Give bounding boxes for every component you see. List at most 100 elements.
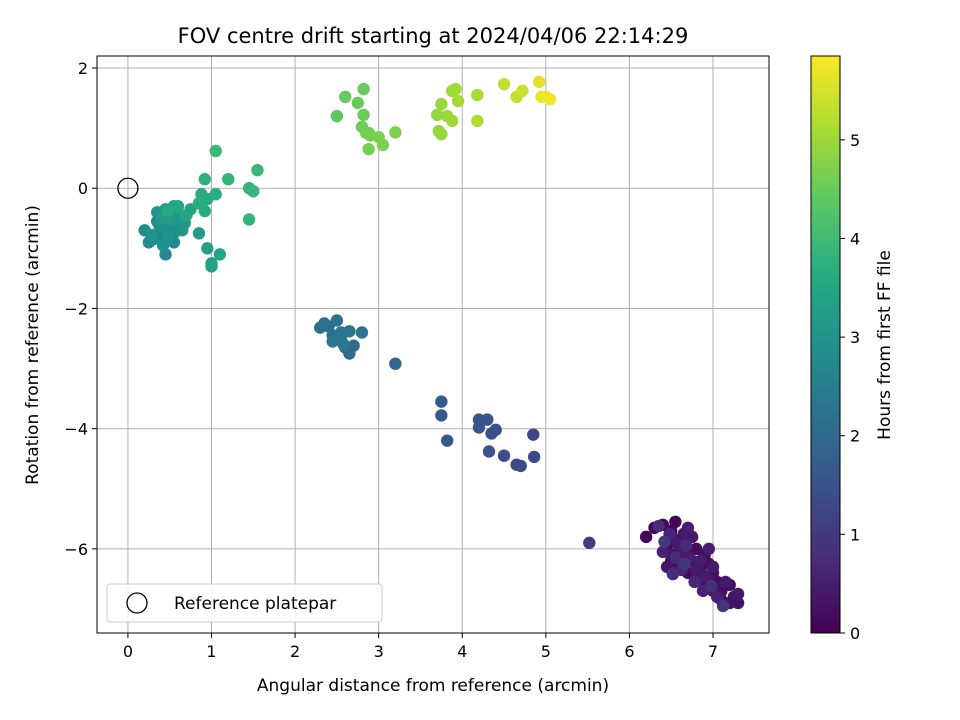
scatter-point [527, 450, 541, 464]
scatter-point [180, 209, 193, 222]
scatter-point [161, 204, 175, 218]
scatter-point [313, 321, 327, 334]
x-tick-label: 3 [374, 642, 384, 661]
scatter-point [326, 335, 339, 348]
scatter-point [497, 449, 511, 462]
scatter-point [681, 521, 695, 535]
scatter-point [731, 587, 745, 601]
scatter-point [343, 325, 356, 338]
x-tick-label: 7 [708, 642, 718, 661]
scatter-point [698, 569, 711, 583]
colorbar: 0 1 2 3 4 5 Hours from first FF file [810, 55, 895, 643]
x-tick-label: 0 [123, 642, 133, 661]
scatter-point [658, 535, 671, 548]
scatter-point [351, 96, 364, 110]
scatter-point [583, 536, 596, 550]
scatter-point [389, 126, 402, 139]
colorbar-tick-label: 5 [850, 131, 860, 150]
scatter-point [702, 542, 716, 556]
scatter-point [705, 579, 718, 593]
colorbar-tick-label: 0 [850, 624, 860, 643]
y-axis-ticks: −6 −4 −2 0 2 [64, 59, 97, 559]
scatter-point [205, 257, 218, 270]
y-tick-label: −2 [64, 299, 88, 318]
x-tick-label: 1 [206, 642, 216, 661]
scatter-point [451, 94, 465, 108]
scatter-point [435, 127, 448, 141]
x-tick-label: 4 [457, 642, 467, 661]
y-tick-label: −6 [64, 540, 88, 559]
legend-label: Reference platepar [174, 594, 336, 614]
scatter-point [362, 142, 375, 156]
x-tick-label: 6 [624, 642, 634, 661]
x-tick-label: 2 [290, 642, 300, 661]
scatter-point [357, 82, 370, 96]
x-axis-label: Angular distance from reference (arcmin) [257, 676, 609, 696]
scatter-point [242, 213, 256, 226]
scatter-point [656, 545, 670, 559]
plot-frame [96, 55, 770, 634]
scatter-point [247, 185, 260, 198]
colorbar-label: Hours from first FF file [875, 250, 895, 440]
scatter-point [171, 200, 185, 213]
colorbar-tick-label: 3 [850, 328, 860, 347]
legend-box [106, 583, 383, 623]
colorbar-tick-label: 2 [850, 427, 860, 446]
scatter-point [510, 458, 523, 471]
scatter-point [472, 421, 486, 434]
scatter-point [435, 395, 448, 408]
scatter-point [678, 557, 691, 571]
scatter-point [652, 519, 665, 533]
y-axis-label: Rotation from reference (arcmin) [23, 205, 43, 485]
scatter-point [719, 575, 732, 589]
scatter-point [471, 88, 484, 102]
scatter-point [497, 78, 511, 91]
scatter-point [357, 108, 370, 122]
grid-lines [97, 56, 769, 633]
scatter-point [209, 188, 222, 201]
chart-title: FOV centre drift starting at 2024/04/06 … [178, 24, 689, 48]
scatter-point [482, 445, 496, 458]
scatter-point [471, 114, 484, 128]
colorbar-ticks: 0 1 2 3 4 5 [840, 131, 860, 643]
scatter-point [251, 163, 264, 177]
scatter-point [376, 138, 390, 152]
legend: Reference platepar [106, 583, 383, 623]
scatter-point [446, 114, 459, 128]
colorbar-tick-label: 4 [850, 229, 860, 248]
scatter-point [639, 530, 653, 544]
scatter-point [330, 109, 344, 123]
scatter-point [222, 173, 235, 186]
legend-marker-open-circle [126, 592, 148, 614]
scatter-point [330, 314, 344, 327]
scatter-point [441, 434, 454, 447]
y-tick-label: 2 [78, 59, 88, 78]
colorbar-gradient [810, 55, 841, 634]
scatter-point [145, 228, 158, 242]
scatter-point [694, 554, 707, 568]
scatter-point [389, 357, 402, 370]
scatter-point [543, 93, 557, 106]
scatter-point [355, 326, 369, 339]
scatter-point [213, 248, 227, 261]
reference-platepar-marker [117, 177, 139, 199]
scatter-point [680, 539, 693, 553]
scatter-point [161, 231, 175, 244]
colorbar-tick-label: 1 [850, 525, 860, 544]
scatter-point [706, 560, 720, 574]
scatter-point [198, 173, 212, 186]
x-tick-label: 5 [541, 642, 551, 661]
reference-marker-layer [117, 177, 139, 199]
x-axis-ticks: 0 1 2 3 4 5 6 7 [123, 633, 718, 661]
scatter-point [532, 75, 546, 89]
scatter-point [201, 242, 214, 255]
scatter-point [688, 575, 701, 589]
scatter-point [716, 599, 730, 613]
scatter-point [209, 144, 222, 158]
y-tick-label: 0 [78, 179, 88, 198]
scatter-point [669, 515, 682, 529]
scatter-point [666, 567, 680, 581]
scatter-point [337, 338, 350, 351]
scatter-point [449, 82, 462, 96]
